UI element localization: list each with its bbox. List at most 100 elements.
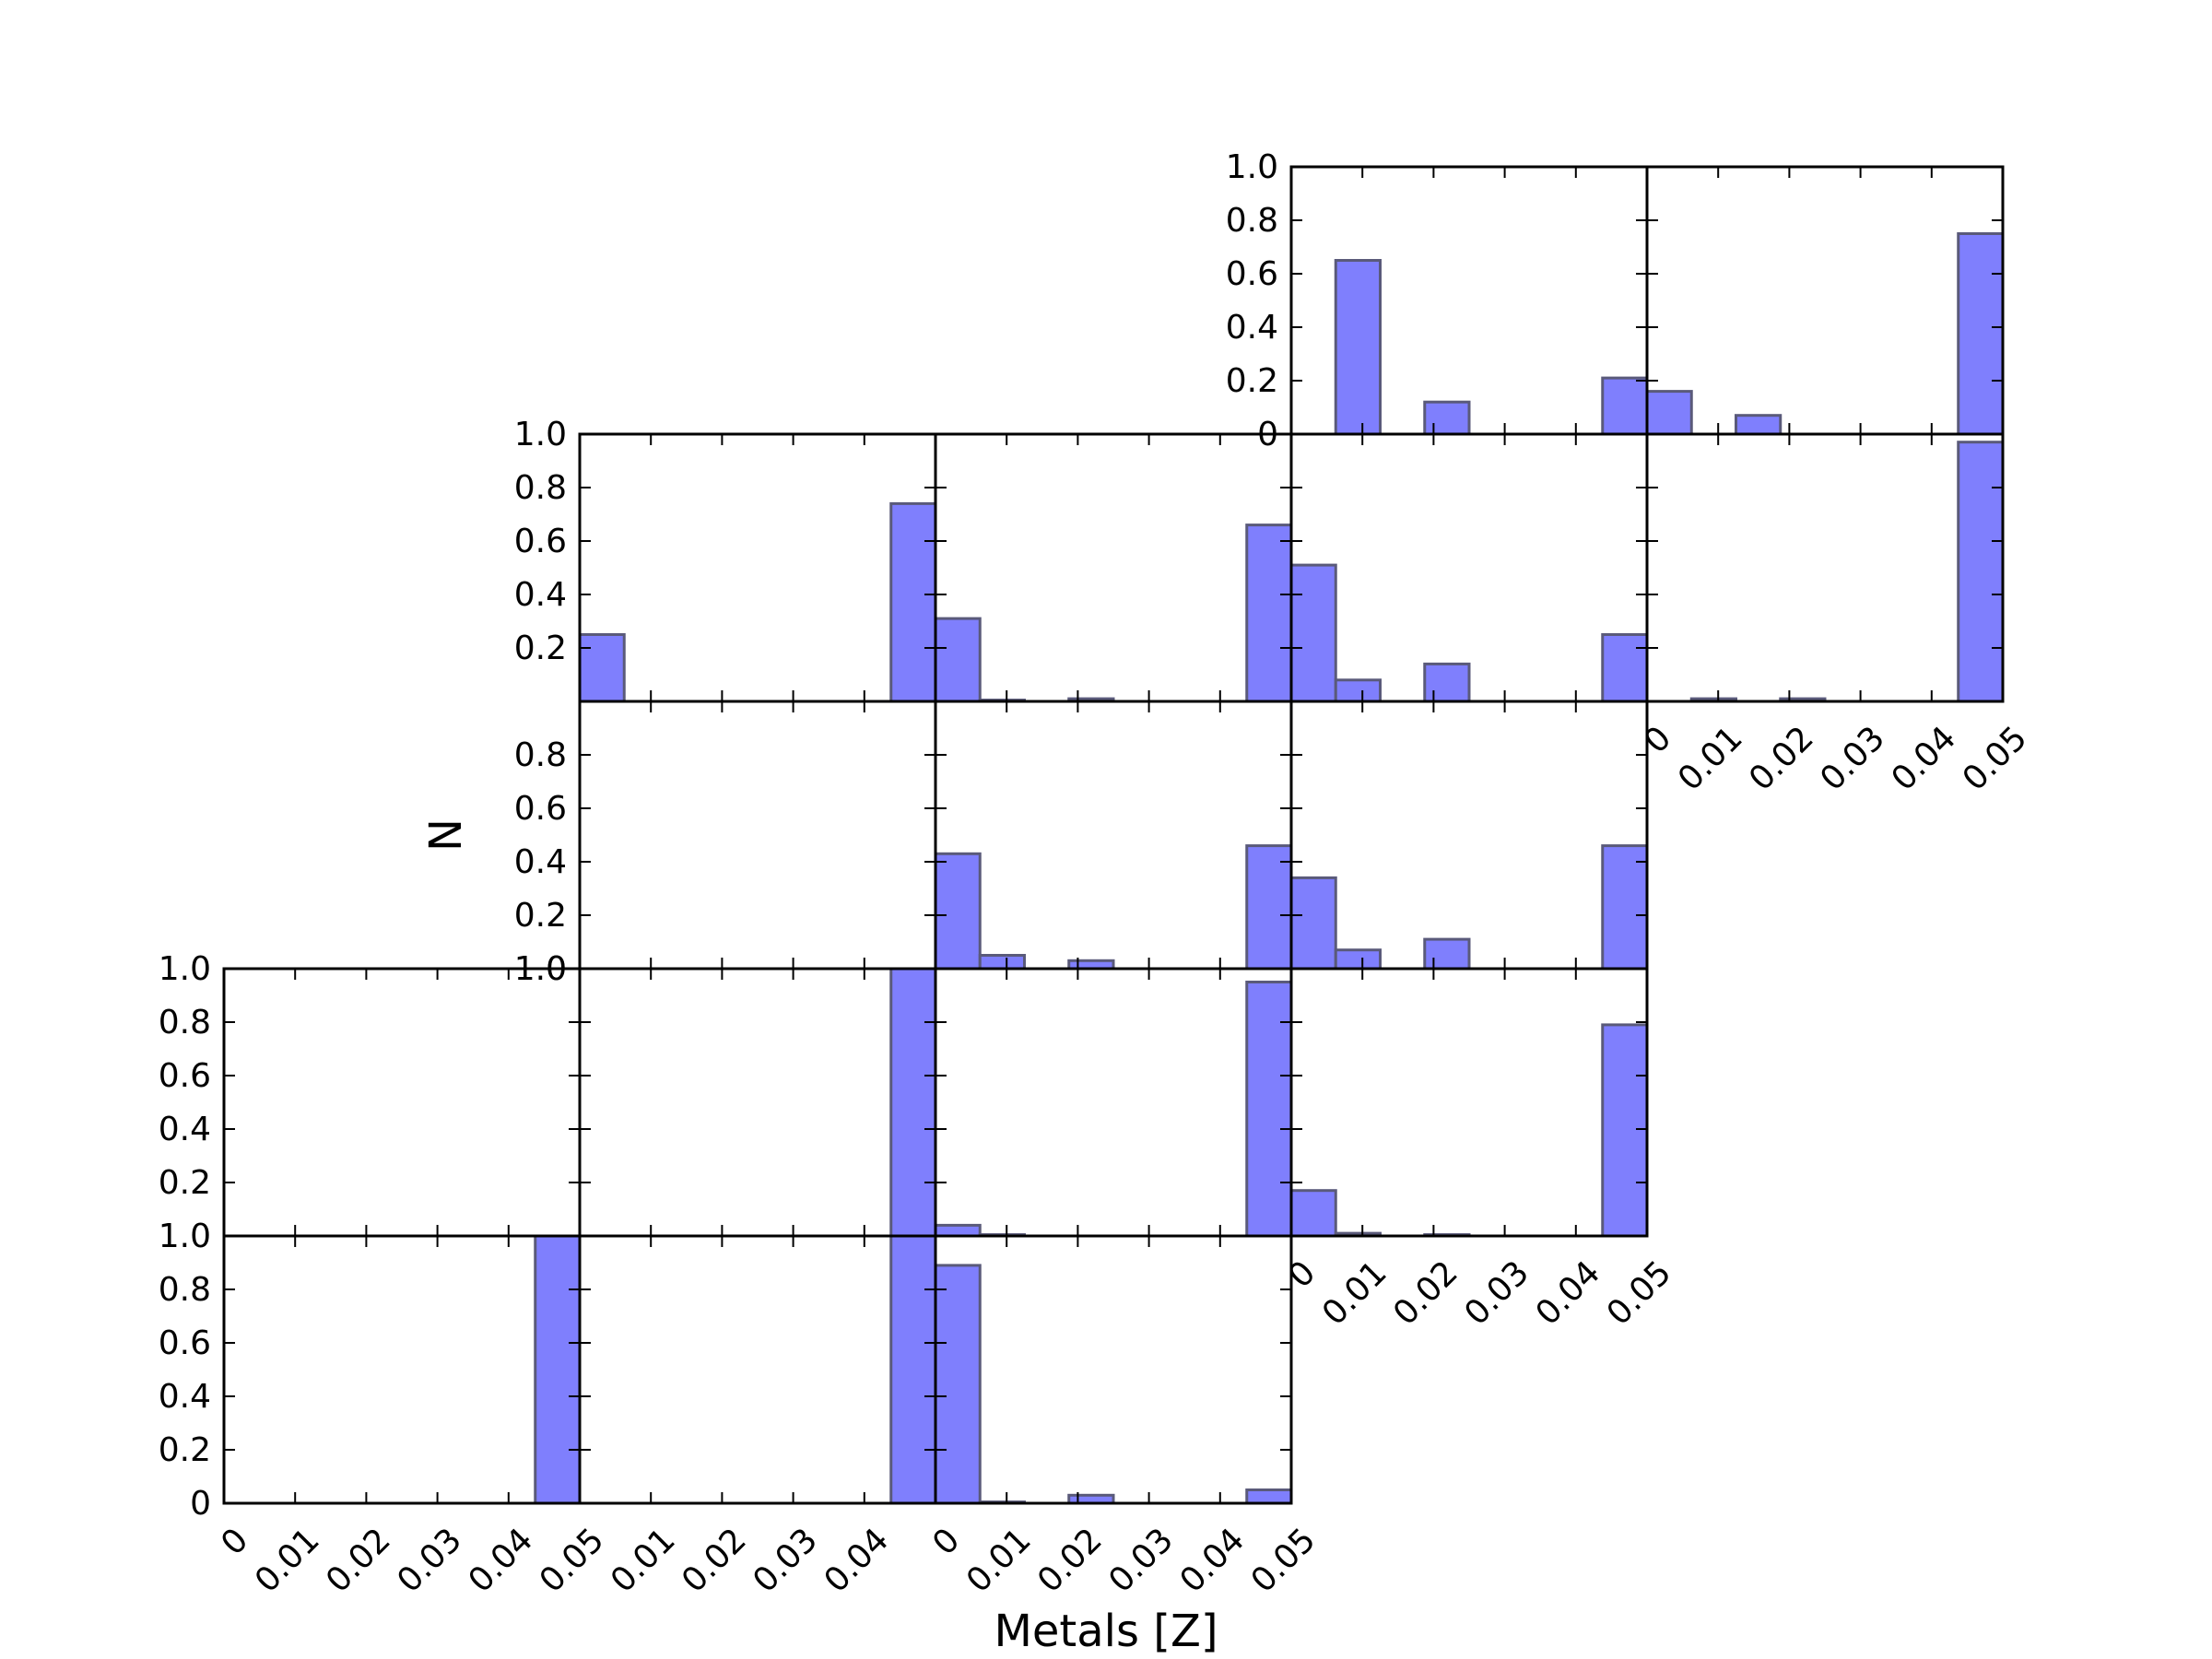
panel-frame [578,432,937,703]
panel-frame [578,967,937,1238]
panel-frame [1289,967,1649,1238]
panel-frame [222,967,582,1238]
histogram-bar [978,954,1026,971]
y-tick-label: 0.6 [514,523,567,560]
histogram-bar [1245,1488,1293,1505]
y-tick-label: 1.0 [514,416,567,453]
y-tick-label: 0.4 [514,576,567,614]
panels-layer [222,165,2005,1505]
panel-r1-c2 [934,432,1293,703]
histogram-bar [1423,662,1471,703]
histogram-bar [578,633,626,703]
y-tick-label: 0.2 [159,1164,211,1202]
panel-r3-c1 [578,967,937,1238]
x-tick-label: 0.01 [248,1521,327,1600]
x-tick-label: 0.05 [533,1521,612,1600]
x-tick-label: 0.02 [1742,719,1821,798]
panel-frame [934,967,1293,1238]
y-tick-label: 0.8 [514,469,567,507]
x-tick-label: 0.02 [675,1521,754,1600]
y-tick-label: 0.6 [159,1057,211,1095]
panel-frame [1645,165,2005,436]
histogram-bar [534,1234,582,1505]
histogram-bar [889,967,937,1238]
x-tick-label: 0.01 [604,1521,683,1600]
panel-r3-c2 [934,967,1293,1238]
y-tick-label: 0.4 [514,843,567,881]
y-tick-label: 0.2 [514,629,567,667]
histogram-bar [1334,948,1382,971]
histogram-bar [934,1264,982,1505]
panel-frame [1645,432,2005,703]
y-tick-label: 0.8 [1226,202,1278,240]
x-tick-label: 0.03 [1457,1253,1536,1333]
panel-frame [578,700,937,971]
panel-frame [222,1234,582,1505]
x-axis-label: Metals [Z] [994,1606,1218,1657]
panel-r4-c2 [934,1234,1293,1505]
y-tick-label: 0.2 [159,1431,211,1469]
histogram-bar [1957,441,2005,703]
histogram-bar [1423,937,1471,971]
histogram-bar [1601,633,1649,703]
x-tick-label: 0.01 [1315,1253,1394,1333]
x-tick-label: 0.04 [818,1521,897,1600]
histogram-bar [934,1223,982,1238]
histogram-bar [1957,232,2005,436]
y-tick-label: 1.0 [514,950,567,988]
panel-r2-c1 [578,700,937,971]
panel-frame [934,1234,1293,1505]
y-tick-label: 0.6 [159,1324,211,1362]
y-tick-label: 1.0 [159,1218,211,1255]
x-tick-label: 0 [925,1521,967,1562]
panel-frame [1289,432,1649,703]
tick-labels-layer: 0 0.2 0.4 0.6 0.8 1.0 0.2 0.4 0.6 0.8 1.0 1.0 0.2 0.4… [159,148,2035,1600]
x-tick-label: 0.02 [1030,1521,1110,1600]
histogram-bar [1645,390,1693,436]
histogram-bar [1289,876,1337,971]
x-tick-label: 0.03 [1813,719,1892,798]
histogram-bar [1735,414,1783,436]
y-tick-label: 1.0 [159,950,211,988]
histogram-bar [1289,1189,1337,1238]
histogram-bar [1423,400,1471,436]
y-tick-label: 0.4 [1226,309,1278,347]
panel-frame [1289,700,1649,971]
x-tick-label: 0.05 [1600,1253,1679,1333]
x-tick-label: 0.05 [1956,719,2035,798]
histogram-bar [889,501,937,703]
histogram-bar [1245,844,1293,971]
panel-frame [934,700,1293,971]
y-tick-label: 0 [190,1485,211,1523]
histogram-bar [934,617,982,703]
panel-frame [934,432,1293,703]
y-tick-label: 0.6 [514,790,567,828]
y-tick-label: 0.8 [514,736,567,774]
y-tick-label: 0.6 [1226,255,1278,293]
panel-r3-c3 [1289,967,1649,1238]
x-tick-label: 0.04 [1529,1253,1608,1333]
x-tick-label: 0.04 [1173,1521,1253,1600]
panel-r3-c0 [222,967,582,1238]
x-tick-label: 0 [214,1521,255,1562]
panel-frame [578,1234,937,1505]
y-tick-label: 0 [546,950,567,988]
y-tick-label: 0.4 [159,1378,211,1416]
histogram-bar [1245,981,1293,1238]
histogram-bar [1334,678,1382,703]
x-tick-label: 0.04 [462,1521,541,1600]
y-tick-label: 0.8 [159,1004,211,1041]
y-tick-label: 1.0 [1226,148,1278,186]
panel-r0-c4 [1645,165,2005,436]
x-tick-label: 0.03 [390,1521,469,1600]
y-tick-label: 0.4 [159,1111,211,1148]
histogram-bar [1601,844,1649,971]
histogram-bar [1245,524,1293,703]
panel-r1-c4 [1645,432,2005,703]
x-tick-label: 0.05 [1244,1521,1324,1600]
y-axis-label: N [420,818,472,852]
histogram-bar [889,1234,937,1505]
x-tick-label: 0.03 [1101,1521,1181,1600]
panel-r4-c0 [222,1234,582,1505]
